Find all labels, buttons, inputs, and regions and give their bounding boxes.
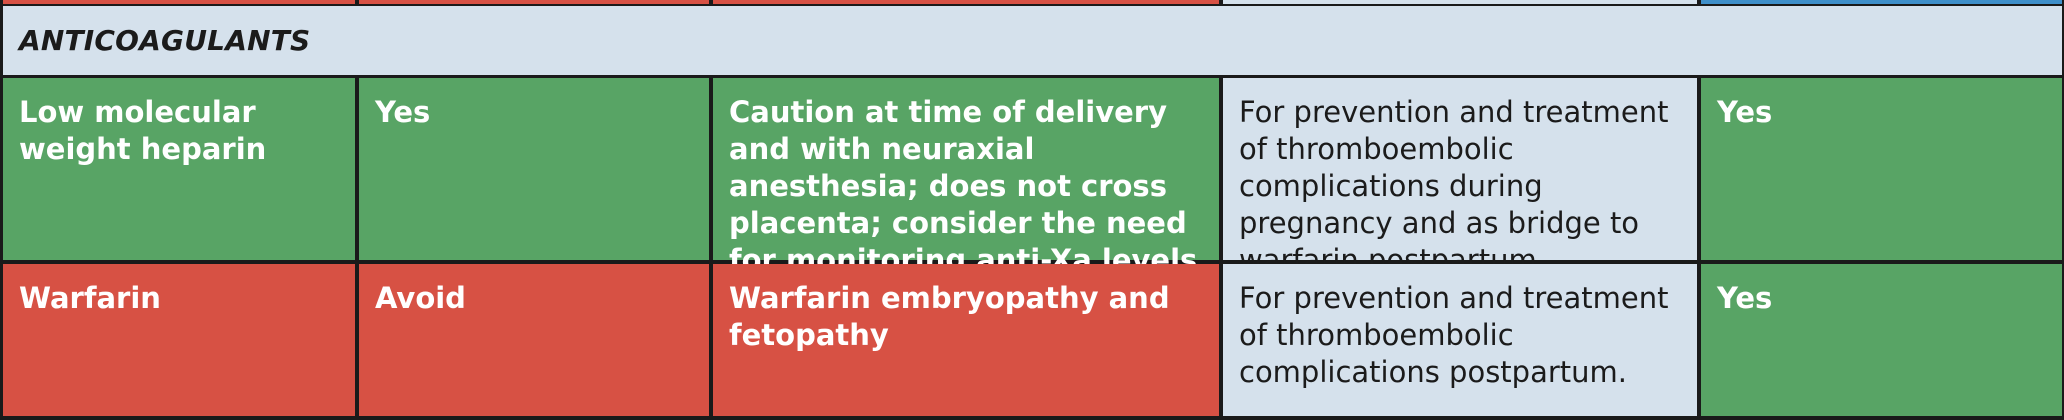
previous-row-strip <box>713 0 1219 4</box>
section-title: ANTICOAGULANTS <box>19 24 311 57</box>
drug-name-cell: Warfarin <box>3 264 355 416</box>
section-header: ANTICOAGULANTS <box>3 6 2062 75</box>
previous-row-strip <box>3 0 355 4</box>
previous-row-strip <box>1223 0 1697 4</box>
indication-cell: For prevention and treatment of thromboe… <box>1223 78 1697 277</box>
considerations-cell: Caution at time of delivery and with neu… <box>713 78 1219 277</box>
breastfeeding-cell: Yes <box>1701 78 2062 260</box>
previous-row-strip <box>359 0 709 4</box>
pregnancy-use-cell: Avoid <box>359 264 709 416</box>
considerations-cell: Warfarin embryopathy and fetopathy <box>713 264 1219 416</box>
pregnancy-use-cell: Yes <box>359 78 709 260</box>
indication-cell: For prevention and treatment of thromboe… <box>1223 264 1697 416</box>
breastfeeding-cell: Yes <box>1701 264 2062 416</box>
previous-row-strip <box>1701 0 2062 4</box>
drug-name-cell: Low molecular weight heparin <box>3 78 355 260</box>
